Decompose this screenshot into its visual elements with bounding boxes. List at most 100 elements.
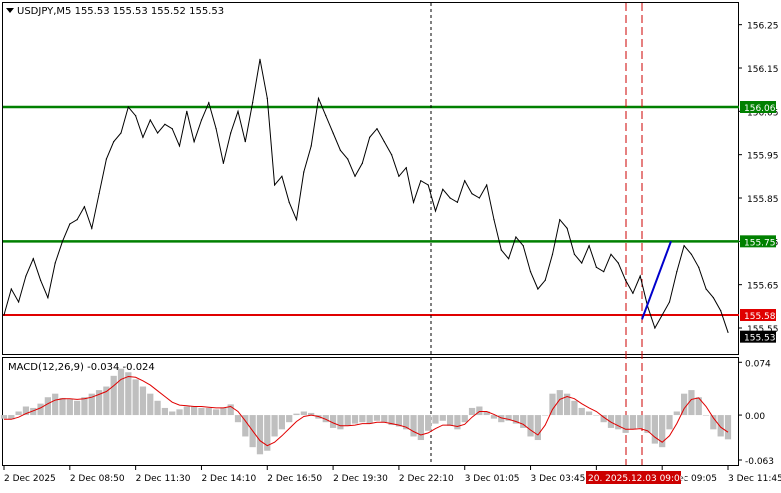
price-point	[156, 132, 159, 134]
macd-histogram-bar	[154, 400, 161, 416]
price-point	[32, 258, 34, 260]
macd-histogram-bar	[88, 393, 95, 416]
level-price-badge	[740, 101, 776, 113]
price-point	[566, 227, 568, 229]
macd-histogram-bar	[95, 390, 103, 416]
price-point	[113, 141, 115, 143]
y-tick-label: 155.95	[747, 152, 779, 162]
x-tick-label: 2 Dec 11:30	[136, 474, 191, 484]
price-point	[361, 162, 363, 164]
price-point	[720, 310, 722, 312]
macd-histogram-bar	[468, 407, 476, 416]
price-point	[515, 236, 517, 238]
crosshair-time-label: 20. 2025.12.03 09:00	[588, 474, 686, 484]
macd-histogram-bar	[446, 415, 454, 426]
price-point	[3, 314, 5, 316]
price-point	[281, 175, 283, 177]
current-price-label: 155.53	[744, 334, 776, 344]
price-point	[522, 245, 524, 247]
y-tick-label: 156.05	[747, 108, 779, 118]
price-point	[252, 102, 254, 104]
macd-histogram-bar	[293, 413, 300, 416]
macd-histogram-bar	[622, 415, 629, 433]
price-point	[376, 128, 378, 130]
price-point	[98, 193, 100, 195]
price-point	[266, 97, 268, 99]
collapse-arrow-icon[interactable]	[6, 8, 14, 13]
symbol-header: USDJPY,M5 155.53 155.53 155.52 155.53	[17, 6, 224, 17]
macd-histogram-bar	[81, 397, 88, 416]
price-point	[588, 245, 590, 247]
macd-histogram-bar	[22, 406, 30, 416]
current-price-badge	[740, 330, 776, 343]
price-point	[508, 258, 510, 260]
macd-histogram-bar	[659, 415, 666, 448]
price-point	[332, 132, 334, 134]
price-point	[54, 262, 56, 264]
x-tick-label: 3 Dec 11:45	[728, 474, 781, 484]
macd-histogram-bar	[637, 415, 644, 428]
macd-histogram-bar	[578, 407, 585, 416]
macd-histogram-bar	[205, 407, 212, 416]
price-point	[690, 253, 693, 255]
price-point	[369, 136, 371, 138]
level-price-label: 155.75	[744, 238, 776, 248]
macd-histogram-bar	[549, 393, 556, 416]
macd-histogram-bar	[59, 397, 66, 416]
macd-histogram-bar	[256, 415, 264, 455]
macd-histogram-bar	[615, 415, 622, 430]
macd-signal-line	[4, 375, 729, 447]
price-pane-frame	[2, 2, 739, 355]
trend-segment-line[interactable]	[641, 240, 672, 320]
macd-histogram-bar	[322, 415, 329, 423]
price-point	[164, 123, 166, 125]
price-point	[390, 154, 393, 156]
macd-histogram-bar	[366, 415, 373, 424]
price-point	[698, 266, 700, 268]
price-point	[405, 167, 407, 169]
price-point	[712, 297, 714, 299]
price-series-line	[3, 59, 729, 333]
macd-histogram-bar	[227, 404, 234, 416]
price-point	[683, 245, 685, 247]
price-point	[193, 141, 195, 143]
macd-histogram-bar	[417, 415, 424, 441]
price-point	[654, 327, 656, 329]
price-point	[325, 115, 327, 117]
price-point	[727, 331, 729, 333]
price-point	[105, 158, 107, 160]
macd-histogram-bar	[286, 415, 293, 423]
macd-histogram-bar	[300, 411, 307, 416]
macd-histogram-bar	[593, 415, 600, 416]
macd-histogram-bar	[563, 393, 571, 416]
macd-histogram-bar	[403, 415, 410, 430]
macd-histogram-bar	[66, 399, 73, 416]
price-point	[610, 253, 612, 255]
x-tick-label: 3 Dec 03:45	[531, 474, 586, 484]
macd-histogram-bar	[132, 379, 139, 416]
price-point	[603, 271, 605, 273]
level-price-label: 155.58	[744, 312, 776, 322]
macd-histogram-bar	[542, 415, 549, 416]
price-point	[142, 136, 144, 138]
macd-histogram-bar	[147, 393, 154, 416]
price-point	[25, 275, 27, 277]
level-price-label: 156.06	[744, 104, 776, 114]
macd-histogram-bar	[176, 409, 183, 416]
price-point	[76, 219, 78, 221]
price-point	[273, 184, 276, 186]
macd-histogram-bar	[702, 415, 710, 416]
price-point	[632, 292, 634, 294]
macd-histogram-bar	[710, 415, 717, 430]
macd-histogram-bar	[410, 415, 417, 437]
price-point	[412, 201, 415, 203]
price-point	[178, 145, 181, 147]
macd-histogram-bar	[527, 415, 534, 437]
macd-histogram-bar	[454, 415, 461, 430]
macd-histogram-bar	[278, 415, 286, 430]
macd-histogram-bar	[476, 406, 483, 416]
price-point	[18, 301, 20, 303]
price-point	[259, 58, 261, 60]
